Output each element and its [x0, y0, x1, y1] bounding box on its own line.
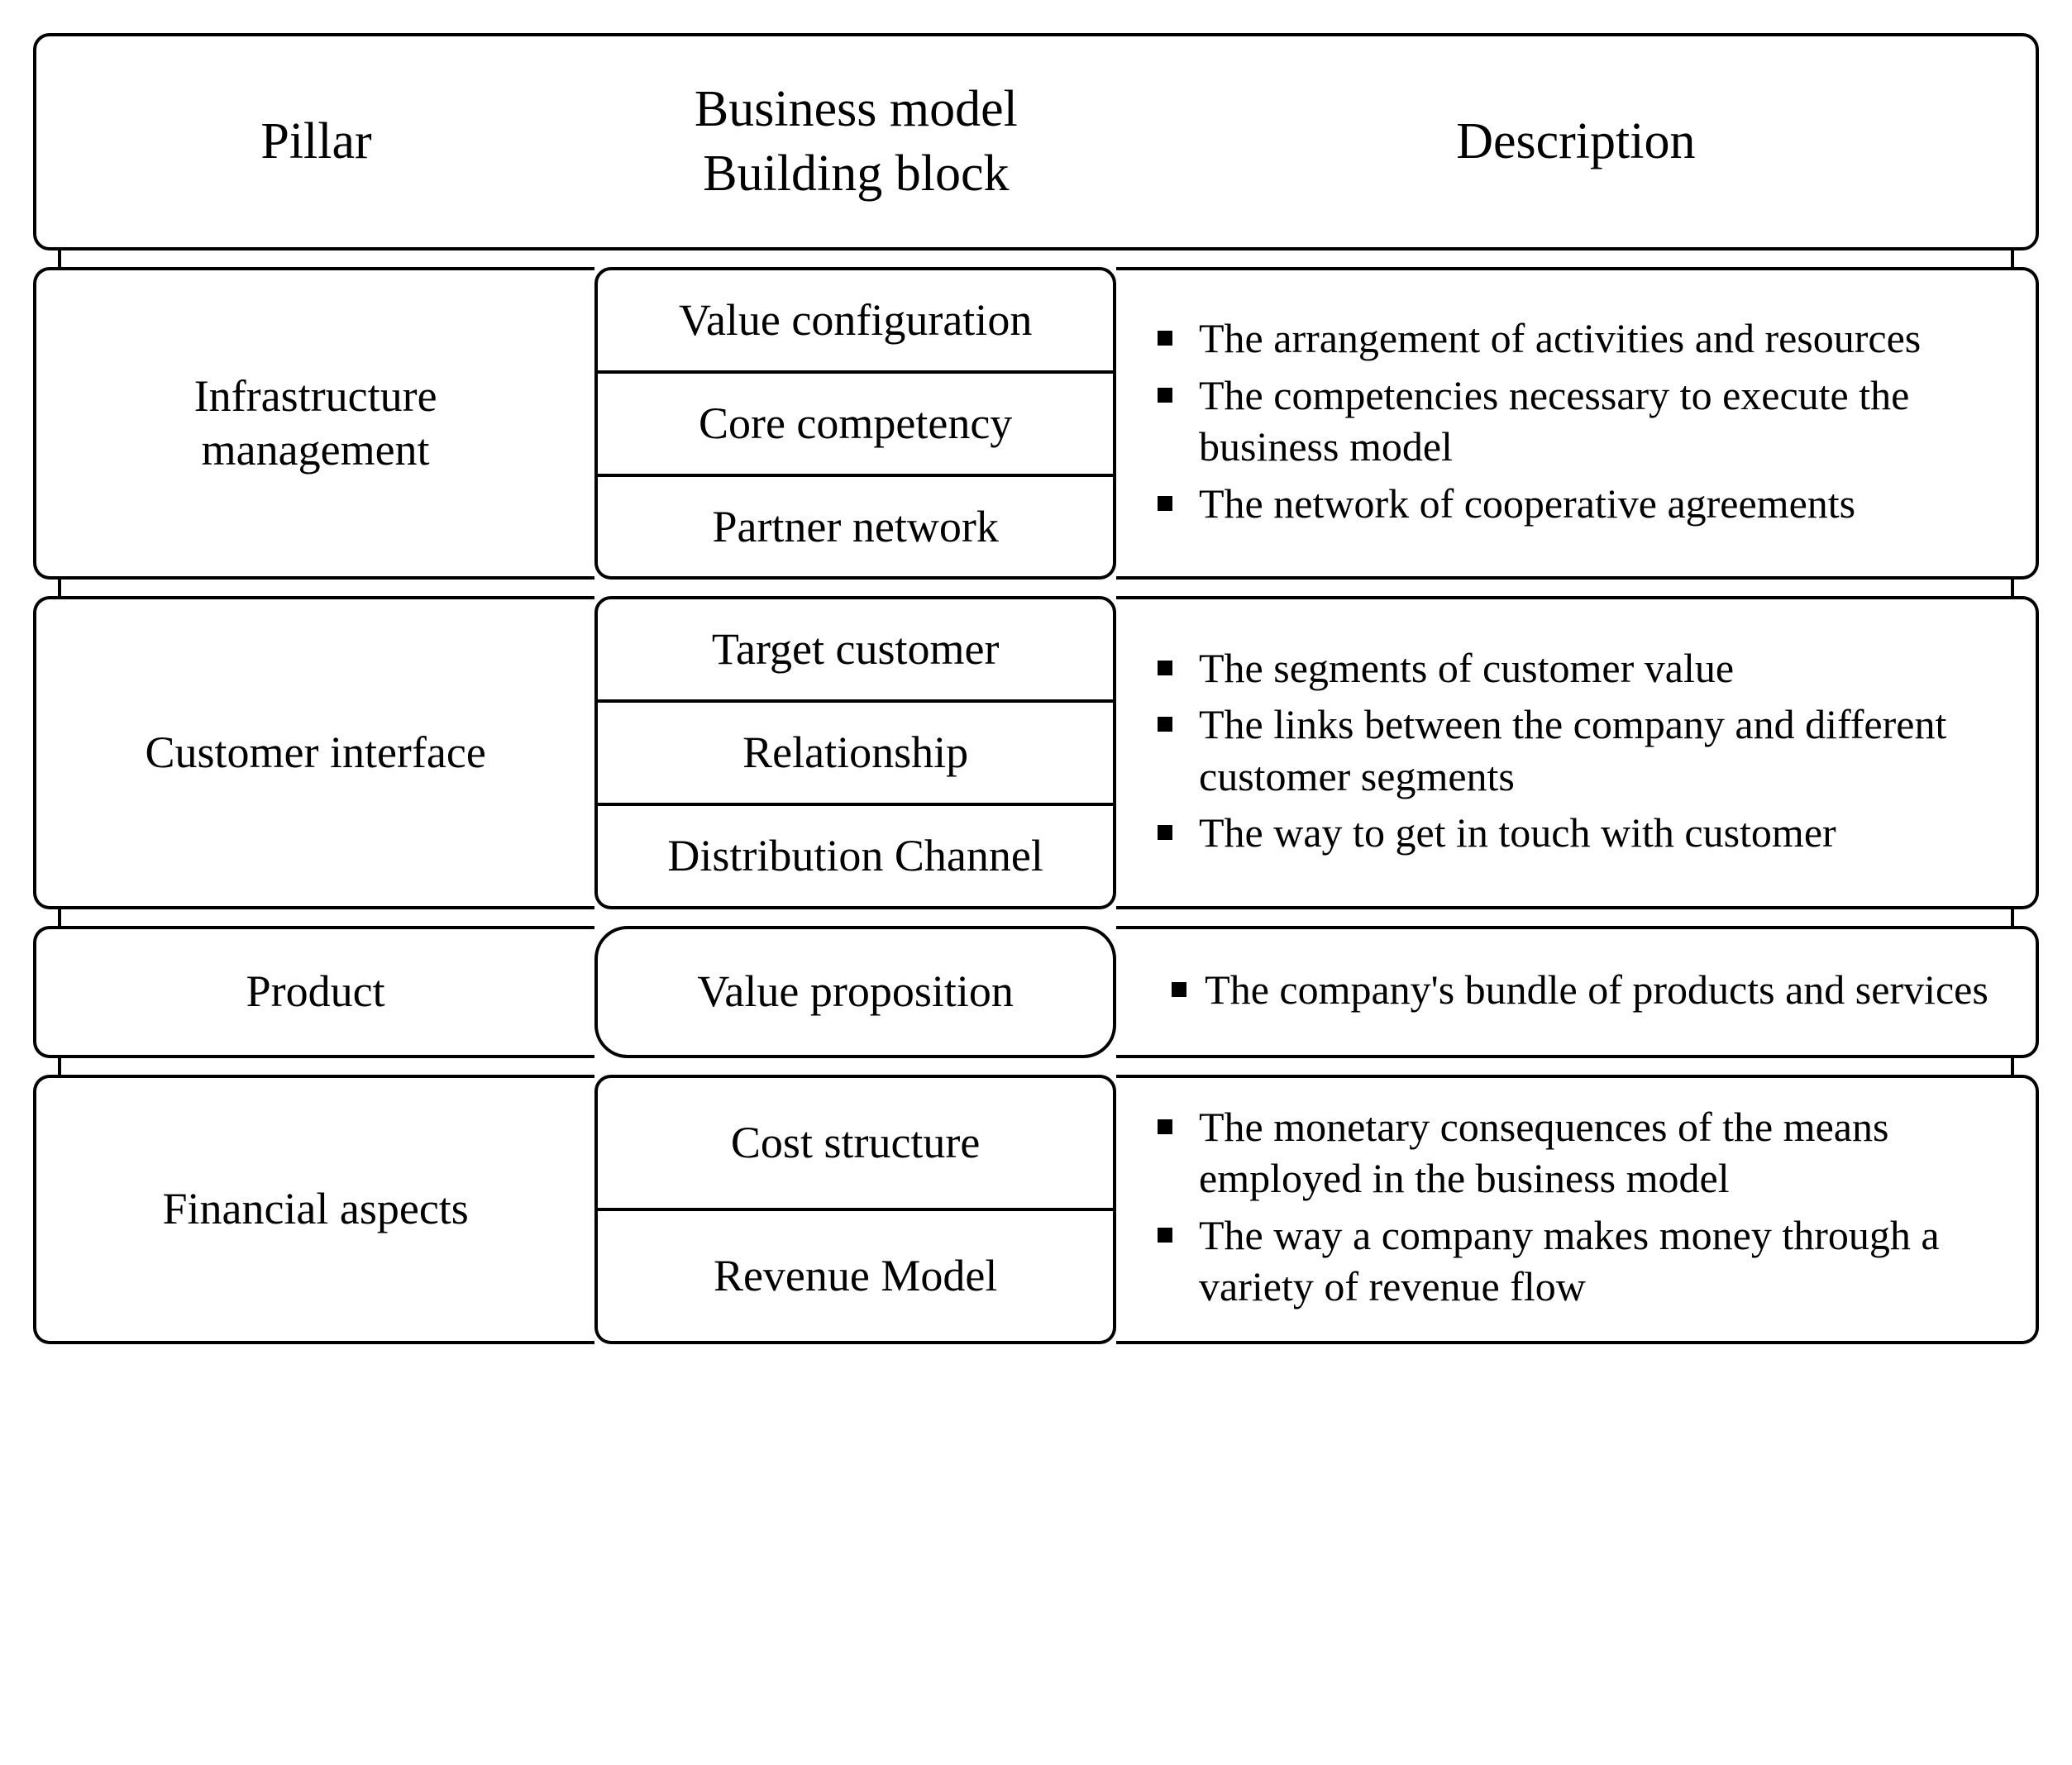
- block-label: Value proposition: [697, 965, 1013, 1018]
- connector-icon: [58, 580, 61, 596]
- pillar-label: Infrastructure management: [194, 370, 437, 477]
- description-item: The company's bundle of products and ser…: [1172, 964, 1988, 1016]
- building-block-cell: Relationship: [594, 703, 1116, 806]
- block-label: Value configuration: [679, 293, 1032, 347]
- description-item: The arrangement of activities and resour…: [1158, 312, 2003, 365]
- pillar-label: Product: [246, 965, 385, 1018]
- description-cell: The segments of customer value The links…: [1116, 596, 2039, 909]
- blocks-column: Cost structure Revenue Model: [594, 1075, 1116, 1344]
- section-row: Customer interface Target customer Relat…: [33, 596, 2039, 909]
- header-pillar: Pillar: [36, 36, 596, 247]
- pillar-label: Customer interface: [145, 726, 485, 780]
- header-description: Description: [1116, 36, 2036, 247]
- building-block-cell: Distribution Channel: [594, 806, 1116, 909]
- description-item: The way a company makes money through a …: [1158, 1209, 2003, 1313]
- business-model-table: Pillar Business model Building block Des…: [33, 33, 2039, 1344]
- pillar-cell: Product: [33, 926, 594, 1058]
- description-item: The segments of customer value: [1158, 642, 2003, 694]
- description-list: The arrangement of activities and resour…: [1158, 312, 2003, 534]
- connector-icon: [58, 909, 61, 926]
- section-financial: Financial aspects Cost structure Revenue…: [33, 1075, 2039, 1344]
- building-block-cell: Core competency: [594, 374, 1116, 477]
- blocks-column: Value proposition: [594, 926, 1116, 1058]
- building-block-cell: Value proposition: [594, 926, 1116, 1058]
- description-item: The links between the company and differ…: [1158, 699, 2003, 802]
- description-item: The network of cooperative agreements: [1158, 478, 2003, 530]
- header-block-label: Business model Building block: [695, 78, 1018, 206]
- block-label: Relationship: [742, 726, 968, 780]
- block-label: Core competency: [699, 397, 1012, 451]
- description-list: The monetary consequences of the means e…: [1158, 1101, 2003, 1318]
- section-customer: Customer interface Target customer Relat…: [33, 596, 2039, 909]
- section-row: Financial aspects Cost structure Revenue…: [33, 1075, 2039, 1344]
- connector-icon: [58, 1058, 61, 1075]
- block-label: Cost structure: [731, 1116, 980, 1170]
- blocks-column: Target customer Relationship Distributio…: [594, 596, 1116, 909]
- blocks-column: Value configuration Core competency Part…: [594, 267, 1116, 580]
- description-list: The segments of customer value The links…: [1158, 642, 2003, 864]
- connector-icon: [2011, 580, 2014, 596]
- header-block: Business model Building block: [596, 36, 1116, 247]
- description-cell: The monetary consequences of the means e…: [1116, 1075, 2039, 1344]
- section-row: Product Value proposition The company's …: [33, 926, 2039, 1058]
- connector-icon: [2011, 909, 2014, 926]
- building-block-cell: Partner network: [594, 477, 1116, 580]
- pillar-cell: Infrastructure management: [33, 267, 594, 580]
- block-label: Target customer: [712, 623, 1000, 676]
- building-block-cell: Revenue Model: [594, 1211, 1116, 1344]
- description-cell: The company's bundle of products and ser…: [1116, 926, 2039, 1058]
- section-product: Product Value proposition The company's …: [33, 926, 2039, 1058]
- description-item: The monetary consequences of the means e…: [1158, 1101, 2003, 1204]
- block-label: Revenue Model: [714, 1249, 997, 1303]
- pillar-label: Financial aspects: [162, 1182, 468, 1236]
- connector-icon: [58, 250, 61, 267]
- connector-icon: [2011, 250, 2014, 267]
- description-cell: The arrangement of activities and resour…: [1116, 267, 2039, 580]
- description-item: The way to get in touch with customer: [1158, 807, 2003, 859]
- header-pillar-label: Pillar: [260, 110, 371, 174]
- header-description-label: Description: [1456, 110, 1695, 174]
- pillar-cell: Customer interface: [33, 596, 594, 909]
- building-block-cell: Cost structure: [594, 1075, 1116, 1211]
- section-row: Infrastructure management Value configur…: [33, 267, 2039, 580]
- pillar-cell: Financial aspects: [33, 1075, 594, 1344]
- section-infrastructure: Infrastructure management Value configur…: [33, 267, 2039, 580]
- description-item: The competencies necessary to execute th…: [1158, 370, 2003, 473]
- block-label: Distribution Channel: [667, 829, 1043, 883]
- building-block-cell: Target customer: [594, 596, 1116, 703]
- connector-icon: [2011, 1058, 2014, 1075]
- description-list: The company's bundle of products and ser…: [1158, 964, 2003, 1021]
- block-label: Partner network: [712, 500, 998, 554]
- header-row: Pillar Business model Building block Des…: [33, 33, 2039, 250]
- building-block-cell: Value configuration: [594, 267, 1116, 374]
